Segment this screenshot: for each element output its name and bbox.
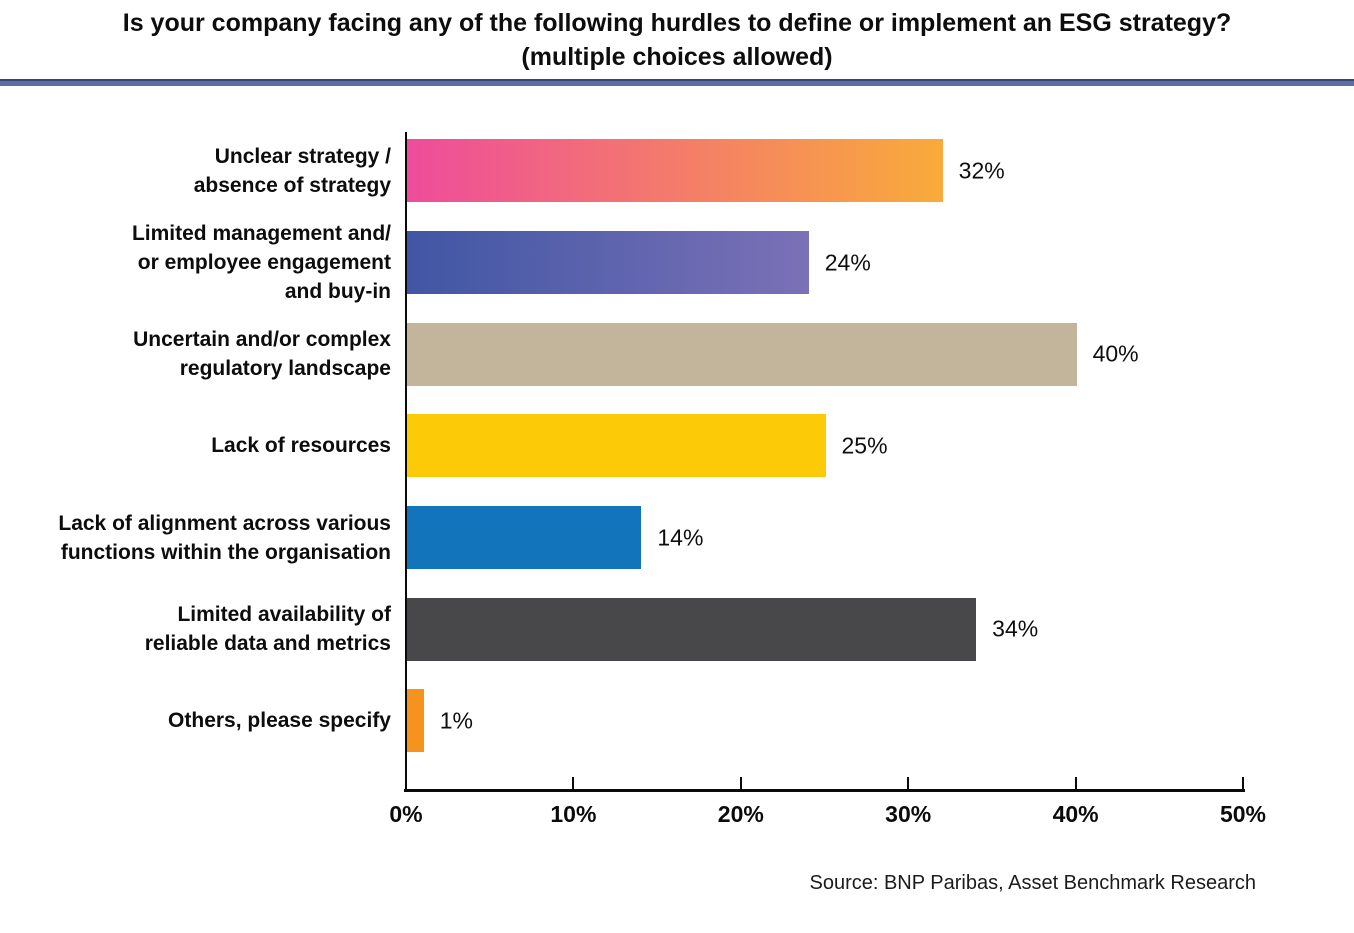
category-label: Others, please specify <box>168 709 391 733</box>
chart-row: Limited availability of reliable data and… <box>0 583 1354 675</box>
bar-value-label: 40% <box>1092 340 1139 367</box>
chart-title-block: Is your company facing any of the follow… <box>0 6 1354 74</box>
bar-value-label: 34% <box>992 615 1039 642</box>
bar-track: 32% <box>407 139 1244 203</box>
x-axis-tick-mark <box>572 777 575 789</box>
chart-row: Uncertain and/or complex regulatory lands… <box>0 308 1354 400</box>
x-axis-line <box>404 789 1245 792</box>
category-label: Unclear strategy / absence of strategy <box>193 144 391 197</box>
bar <box>407 689 424 753</box>
chart-row: Limited management and/or employee engag… <box>0 217 1354 309</box>
chart-subtitle: (multiple choices allowed) <box>521 43 833 71</box>
x-axis-tick-mark <box>1074 777 1077 789</box>
bar <box>407 506 642 570</box>
bar-track: 34% <box>407 597 1244 661</box>
x-axis-tick-label: 40% <box>1052 801 1099 827</box>
x-axis-tick-label: 10% <box>550 801 597 827</box>
bar <box>407 597 977 661</box>
bar-value-label: 25% <box>841 432 888 459</box>
bar-rows: Unclear strategy / absence of strategy 32%… <box>0 125 1354 767</box>
chart-row: Lack of resources 25% <box>0 400 1354 492</box>
bar <box>407 139 943 203</box>
bar-track: 40% <box>407 322 1244 386</box>
bar-value-label: 32% <box>958 157 1005 184</box>
source-caption: Source: BNP Paribas, Asset Benchmark Res… <box>809 872 1256 894</box>
bar-track: 1% <box>407 689 1244 753</box>
x-axis-tick-mark <box>907 777 910 789</box>
category-label: Uncertain and/or complex regulatory lands… <box>133 328 391 381</box>
bar-track: 24% <box>407 231 1244 295</box>
bar <box>407 231 809 295</box>
x-axis-tick-mark <box>739 777 742 789</box>
bar <box>407 322 1077 386</box>
category-label: Limited availability of reliable data and… <box>144 603 391 656</box>
x-axis-tick-label: 50% <box>1219 801 1267 827</box>
category-label: Lack of resources <box>211 434 391 458</box>
category-label: Lack of alignment across various function… <box>58 511 391 564</box>
chart-row: Others, please specify 1% <box>0 675 1354 767</box>
chart-title: Is your company facing any of the follow… <box>122 9 1232 37</box>
category-label: Limited management and/or employee engag… <box>131 222 391 304</box>
bar-track: 14% <box>407 506 1244 570</box>
bar-value-label: 1% <box>439 707 473 734</box>
chart-row: Unclear strategy / absence of strategy 32% <box>0 125 1354 217</box>
x-axis-tick-label: 30% <box>885 801 932 827</box>
x-axis-tick-label: 0% <box>389 801 423 827</box>
y-axis-line <box>405 132 407 791</box>
bar-track: 25% <box>407 414 1244 478</box>
bar-value-label: 24% <box>824 249 871 276</box>
bar-value-label: 14% <box>657 524 704 551</box>
chart-row: Lack of alignment across various function… <box>0 492 1354 584</box>
title-divider-rule <box>0 79 1354 86</box>
x-axis-tick-mark <box>1242 777 1244 789</box>
bar <box>407 414 826 478</box>
x-axis-tick-label: 20% <box>717 801 764 827</box>
